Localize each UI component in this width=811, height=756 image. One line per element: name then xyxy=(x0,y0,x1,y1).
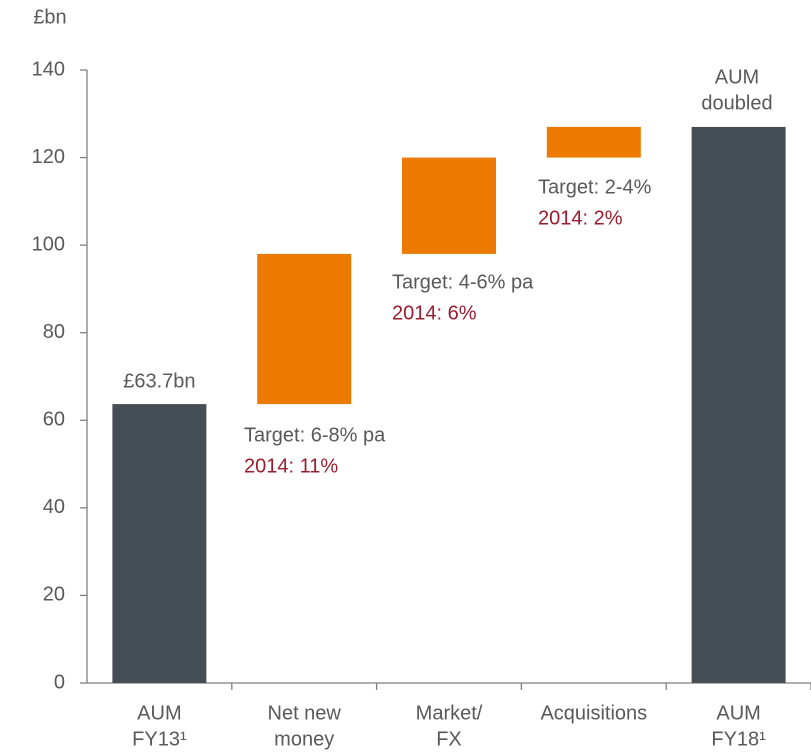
x-tick-label: Net new xyxy=(268,702,342,724)
annotation: 2014: 11% xyxy=(244,455,338,477)
bar xyxy=(546,126,641,158)
annotation: Target: 6-8% pa xyxy=(244,424,386,446)
x-tick-label: money xyxy=(274,728,334,750)
bar xyxy=(112,404,207,683)
x-tick-label: AUM xyxy=(716,702,760,724)
x-tick-label: FY13¹ xyxy=(132,728,187,750)
y-tick-label: 40 xyxy=(43,496,65,518)
value-label: £63.7bn xyxy=(123,370,195,392)
x-tick-label: FY18¹ xyxy=(711,728,766,750)
y-tick-label: 120 xyxy=(32,146,65,168)
x-tick-label: Market/ xyxy=(416,702,483,724)
y-tick-label: 140 xyxy=(32,58,65,80)
annotation: doubled xyxy=(701,92,772,114)
y-tick-label: 60 xyxy=(43,409,65,431)
y-axis-label: £bn xyxy=(33,6,66,28)
x-tick-label: Acquisitions xyxy=(540,702,647,724)
annotation: Target: 2-4% xyxy=(538,176,652,198)
y-tick-label: 80 xyxy=(43,321,65,343)
bar xyxy=(691,126,786,683)
annotation: 2014: 2% xyxy=(538,207,623,229)
bar xyxy=(257,253,352,405)
bar xyxy=(402,157,496,254)
y-tick-label: 100 xyxy=(32,233,65,255)
annotation: Target: 4-6% pa xyxy=(392,271,534,293)
annotation: 2014: 6% xyxy=(392,302,477,324)
annotation: AUM xyxy=(715,66,759,88)
y-tick-label: 0 xyxy=(54,671,65,693)
x-tick-label: AUM xyxy=(137,702,181,724)
y-tick-label: 20 xyxy=(43,584,65,606)
x-tick-label: FX xyxy=(436,728,462,750)
